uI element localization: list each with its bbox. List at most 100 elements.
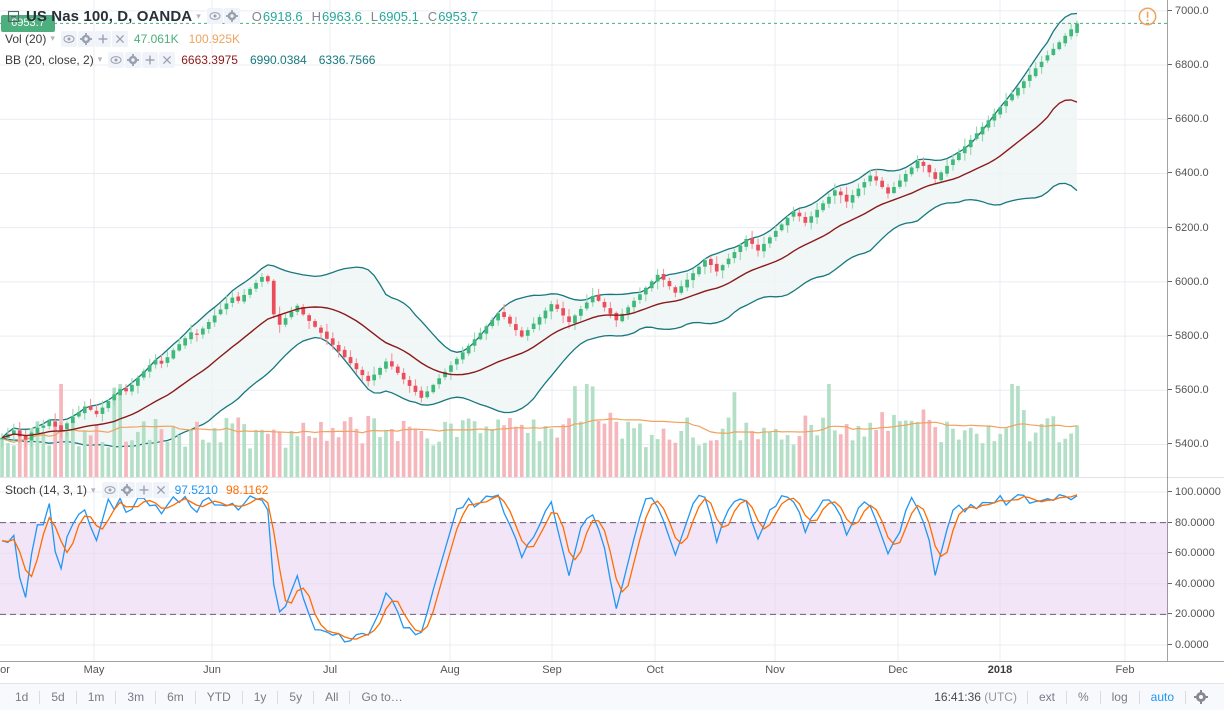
candle-body[interactable] <box>632 300 636 308</box>
candle-body[interactable] <box>206 322 211 329</box>
stochastic-icon-group[interactable] <box>101 482 169 498</box>
candle-body[interactable] <box>838 191 843 196</box>
candle-body[interactable] <box>384 361 388 369</box>
candle-body[interactable] <box>862 182 867 188</box>
candle-body[interactable] <box>945 165 949 174</box>
last-price-badge[interactable]: 6953.7 <box>1 15 55 33</box>
candle-body[interactable] <box>330 338 335 345</box>
candle-body[interactable] <box>342 349 347 358</box>
candle-body[interactable] <box>177 344 182 351</box>
stochastic-dropdown-caret[interactable]: ▾ <box>91 484 96 495</box>
candle-body[interactable] <box>768 237 772 244</box>
candle-body[interactable] <box>903 174 908 182</box>
toolbar-button-auto[interactable]: auto <box>1150 690 1174 704</box>
candle-body[interactable] <box>773 230 778 237</box>
candle-body[interactable] <box>797 212 802 217</box>
candle-body[interactable] <box>1027 74 1032 81</box>
time-axis[interactable]: or May Jun Jul Aug Sep Oct Nov Dec 2018 Feb <box>0 662 1224 682</box>
pane-separator[interactable] <box>0 477 1224 478</box>
bollinger-icon-group[interactable] <box>108 51 176 68</box>
candle-body[interactable] <box>484 326 489 334</box>
candle-body[interactable] <box>260 277 264 282</box>
candle-body[interactable] <box>53 421 57 427</box>
candle-body[interactable] <box>437 378 441 385</box>
range-button-all[interactable]: All <box>325 690 339 704</box>
candle-body[interactable] <box>584 302 589 309</box>
range-button-1d[interactable]: 1d <box>15 690 29 704</box>
candle-body[interactable] <box>490 319 495 326</box>
candle-body[interactable] <box>827 196 831 204</box>
candle-body[interactable] <box>455 358 459 365</box>
candle-body[interactable] <box>496 313 500 321</box>
candle-body[interactable] <box>354 363 359 370</box>
candle-body[interactable] <box>626 307 630 314</box>
gear-icon[interactable] <box>223 8 240 24</box>
candle-body[interactable] <box>614 312 619 321</box>
candle-body[interactable] <box>47 420 52 427</box>
candle-body[interactable] <box>519 330 524 337</box>
candle-body[interactable] <box>266 276 270 282</box>
candle-body[interactable] <box>1022 81 1026 89</box>
candle-body[interactable] <box>307 315 311 321</box>
candle-body[interactable] <box>1039 61 1044 68</box>
bollinger-indicator-name[interactable]: BB (20, close, 2) <box>5 52 94 67</box>
candle-body[interactable] <box>118 389 122 396</box>
candle-body[interactable] <box>35 427 40 433</box>
candle-body[interactable] <box>183 338 187 346</box>
candle-body[interactable] <box>525 330 530 336</box>
candle-body[interactable] <box>892 187 896 193</box>
close-icon[interactable] <box>111 30 128 47</box>
toolbar-button-ext[interactable]: ext <box>1038 690 1055 704</box>
candle-body[interactable] <box>248 288 252 295</box>
candle-body[interactable] <box>720 265 725 271</box>
eye-icon[interactable] <box>108 51 125 68</box>
range-button-6m[interactable]: 6m <box>167 690 184 704</box>
gear-icon[interactable] <box>118 482 135 498</box>
alert-exclamation-icon[interactable] <box>1138 7 1157 26</box>
candle-body[interactable] <box>431 384 436 393</box>
candle-body[interactable] <box>1033 68 1038 77</box>
candle-body[interactable] <box>443 371 447 378</box>
candle-body[interactable] <box>147 365 152 372</box>
candle-body[interactable] <box>567 316 571 322</box>
candle-body[interactable] <box>230 297 235 303</box>
candle-body[interactable] <box>1069 29 1073 37</box>
candle-body[interactable] <box>744 239 749 247</box>
candle-body[interactable] <box>968 139 973 148</box>
candle-body[interactable] <box>915 161 920 169</box>
candle-body[interactable] <box>850 195 855 203</box>
candle-body[interactable] <box>236 296 241 301</box>
candle-body[interactable] <box>809 216 814 223</box>
candle-body[interactable] <box>661 274 666 280</box>
candle-body[interactable] <box>41 425 46 428</box>
candle-body[interactable] <box>319 327 323 333</box>
candle-body[interactable] <box>803 217 808 223</box>
candle-body[interactable] <box>65 423 69 430</box>
volume-icon-group[interactable] <box>60 30 128 47</box>
candle-body[interactable] <box>301 307 306 315</box>
candle-body[interactable] <box>124 388 128 392</box>
candle-body[interactable] <box>395 366 400 373</box>
candle-body[interactable] <box>413 385 418 392</box>
candle-body[interactable] <box>514 324 518 331</box>
eye-icon[interactable] <box>206 8 223 24</box>
gear-icon[interactable] <box>77 30 94 47</box>
candle-body[interactable] <box>17 430 22 437</box>
plus-icon[interactable] <box>135 482 152 498</box>
volume-indicator-name[interactable]: Vol (20) <box>5 31 47 46</box>
candle-body[interactable] <box>23 435 28 440</box>
candle-body[interactable] <box>531 323 536 329</box>
candle-body[interactable] <box>714 263 719 272</box>
candle-body[interactable] <box>472 339 477 346</box>
candle-body[interactable] <box>933 172 938 179</box>
candle-body[interactable] <box>868 175 873 182</box>
stochastic-pane[interactable] <box>0 478 1168 661</box>
price-axis[interactable]: 7000.0 6800.0 6600.0 6400.0 6200.0 6000.0 5800… <box>1168 0 1224 477</box>
candle-body[interactable] <box>543 310 548 319</box>
candle-body[interactable] <box>419 390 424 398</box>
candle-body[interactable] <box>271 280 276 315</box>
candle-body[interactable] <box>112 394 117 401</box>
candle-body[interactable] <box>29 432 34 441</box>
candle-body[interactable] <box>590 296 595 303</box>
candle-body[interactable] <box>939 172 943 181</box>
